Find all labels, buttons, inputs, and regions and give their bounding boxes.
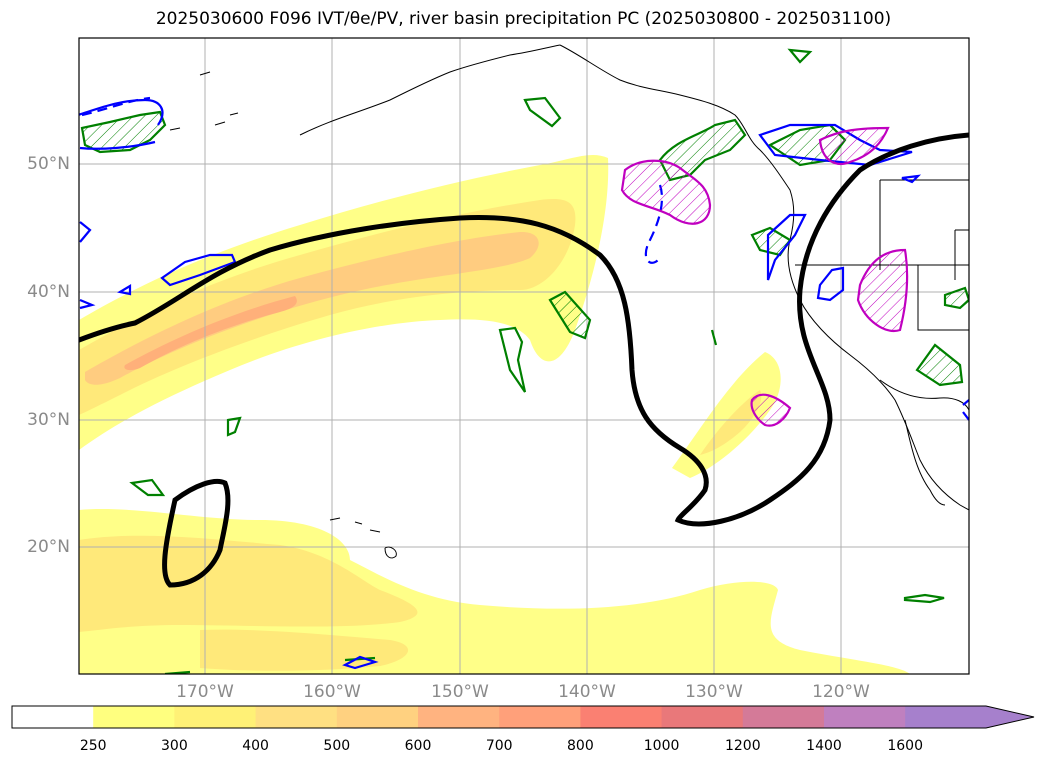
lat-label-40n: 40°N [27,282,70,302]
lon-label-150w: 150°W [431,682,489,702]
colorbar-segment [93,706,175,728]
colorbar-segment [12,706,94,728]
colorbar-segment [255,706,338,728]
ivt-plume-main-high [85,231,539,385]
colorbar-tick-label: 250 [79,738,107,754]
lon-label-120w: 120°W [812,682,870,702]
lon-label-140w: 140°W [558,682,616,702]
ivt-plume-east-mid [700,390,762,455]
lat-label-50n: 50°N [27,154,70,174]
colorbar [11,705,1035,729]
coastline [169,44,969,559]
colorbar-segment [742,706,825,728]
ivt-tropical-band-mid2 [200,629,409,671]
lon-label-170w: 170°W [176,682,234,702]
colorbar-segment [174,706,257,728]
colorbar-tick-label: 600 [404,738,432,754]
colorbar-segment [418,706,500,728]
lon-label-130w: 130°W [685,682,743,702]
map-plot [78,37,970,675]
colorbar-segment [824,706,906,728]
blue-contours [79,96,969,670]
lon-label-160w: 160°W [303,682,361,702]
colorbar-tick-label: 1000 [643,738,680,754]
map-frame [78,37,970,675]
colorbar-segment [499,706,581,728]
colorbar-tick-label: 300 [161,738,188,754]
green-contours [80,48,969,674]
colorbar-tick-label: 700 [485,738,513,754]
lat-label-30n: 30°N [27,410,70,430]
theta-e-contour [79,132,969,588]
colorbar-tick-label: 1200 [724,738,761,754]
colorbar-tick-label: 1400 [806,738,842,754]
colorbar-segment [905,706,1034,728]
lat-label-20n: 20°N [27,537,70,557]
colorbar-tick-label: 800 [567,738,594,754]
colorbar-segment [580,706,663,728]
colorbar-tick-label: 1600 [887,738,923,754]
colorbar-segment [661,706,744,728]
ivt-plume-main-core [124,296,297,371]
colorbar-tick-label: 500 [323,738,351,754]
colorbar-segment [336,706,419,728]
magenta-contours [620,126,909,427]
colorbar-tick-label: 400 [242,738,269,754]
colorbar-outline [11,705,1035,729]
map-title: 2025030600 F096 IVT/θe/PV, river basin p… [155,9,892,29]
ivt-plume-east-low [672,352,781,478]
